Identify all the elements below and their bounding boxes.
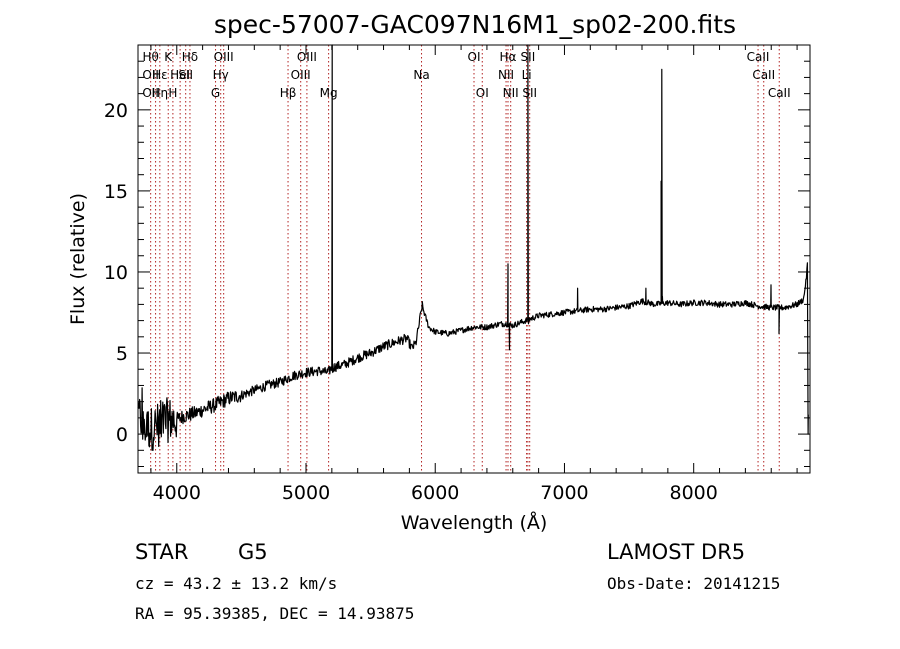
- x-tick-label: 5000: [282, 482, 330, 504]
- spectral-line-label: CaII: [747, 50, 770, 64]
- plot-frame: [137, 44, 811, 474]
- spectral-line-labels: HθOIIOIIHεHηKHHeISIIHδGHγOIIIHβOIIIOIIIM…: [142, 50, 790, 100]
- y-tick-label: 15: [104, 181, 128, 203]
- spectral-line-label: Hα: [500, 50, 517, 64]
- x-tick-label: 4000: [153, 482, 201, 504]
- spectral-line-label: Hη: [152, 86, 169, 100]
- spectral-line-label: H: [168, 86, 177, 100]
- spectral-line-label: SII: [178, 68, 193, 82]
- spectral-line-label: OIII: [297, 50, 317, 64]
- spectral-line-label: OII: [142, 68, 159, 82]
- spectral-line-label: OII: [142, 86, 159, 100]
- spectral-line-label: NII: [503, 86, 519, 100]
- object-class: STAR: [135, 540, 188, 564]
- spectral-line-label: OI: [476, 86, 489, 100]
- spectrum-line: [137, 44, 809, 451]
- x-tick-label: 8000: [670, 482, 718, 504]
- x-tick-label: 6000: [411, 482, 459, 504]
- chart-title: spec-57007-GAC097N16M1_sp02-200.fits: [214, 10, 736, 39]
- spectral-line-label: HeI: [170, 68, 190, 82]
- obs-date: Obs-Date: 20141215: [607, 574, 780, 593]
- spectral-line-label: Li: [522, 68, 532, 82]
- spectral-line-label: Hθ: [142, 50, 158, 64]
- y-tick-label: 20: [104, 100, 128, 122]
- spectral-line-label: CaII: [752, 68, 775, 82]
- spectral-line-label: Hβ: [280, 86, 297, 100]
- spectral-line-label: OI: [468, 50, 481, 64]
- spectral-line-label: G: [211, 86, 220, 100]
- ra-dec: RA = 95.39385, DEC = 14.93875: [135, 604, 414, 623]
- x-tick-label: 7000: [540, 482, 588, 504]
- y-axis-label: Flux (relative): [67, 193, 89, 325]
- y-tick-label: 5: [116, 343, 128, 365]
- spectral-line-label: Mg: [320, 86, 338, 100]
- spectral-line-label: SII: [522, 86, 537, 100]
- spectral-line-label: OIII: [214, 50, 234, 64]
- y-tick-label: 10: [104, 262, 128, 284]
- spectral-line-markers: [150, 45, 780, 473]
- x-axis: 4000 5000 6000 7000 8000: [150, 45, 798, 504]
- y-tick-label: 0: [116, 424, 128, 446]
- spectral-line-label: OIII: [291, 68, 311, 82]
- spectral-line-label: CaII: [768, 86, 791, 100]
- object-subclass: G5: [238, 540, 268, 564]
- survey-name: LAMOST DR5: [607, 540, 745, 564]
- spectral-line-label: Hγ: [213, 68, 229, 82]
- y-axis: 0 5 10 15 20: [104, 60, 810, 468]
- redshift-cz: cz = 43.2 ± 13.2 km/s: [135, 574, 337, 593]
- spectral-line-label: Na: [413, 68, 429, 82]
- spectral-line-label: Hε: [152, 68, 168, 82]
- x-axis-label: Wavelength (Å): [401, 511, 548, 534]
- spectral-line-label: NII: [498, 68, 514, 82]
- spectral-line-label: K: [164, 50, 173, 64]
- spectral-line-label: Hδ: [182, 50, 198, 64]
